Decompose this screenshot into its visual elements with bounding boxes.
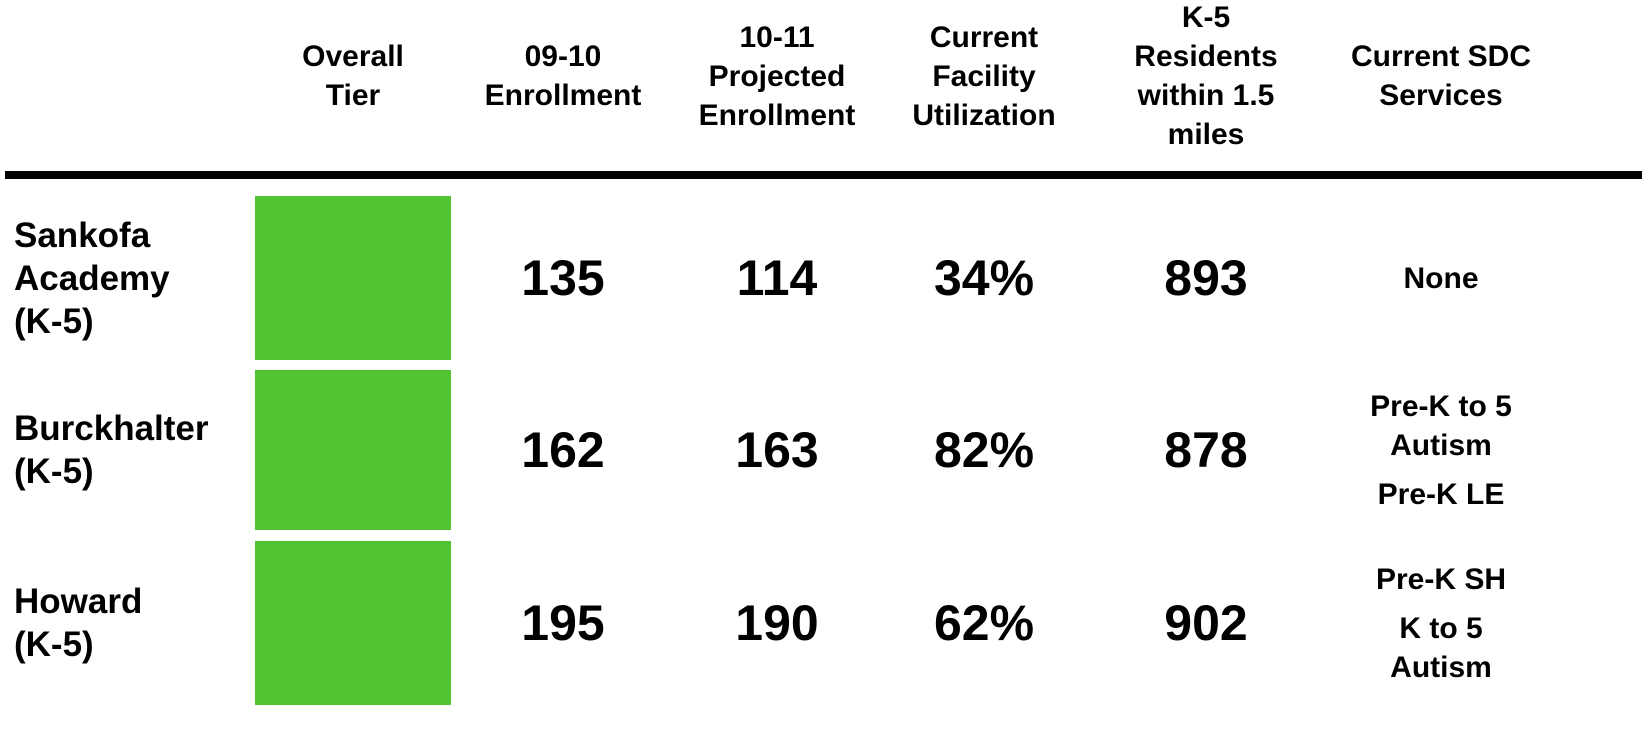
header-line: Tier bbox=[325, 79, 381, 112]
value-cell: 195 bbox=[463, 541, 663, 705]
value-cell: 34% bbox=[884, 196, 1084, 360]
name-line: (K-5) bbox=[14, 452, 94, 491]
service-line: Pre-K to 5 bbox=[1370, 389, 1512, 423]
service-line: Pre-K LE bbox=[1377, 477, 1505, 511]
name-line: Sankofa bbox=[14, 215, 151, 255]
name-line: Howard bbox=[14, 582, 143, 621]
column-header: 09-10 Enrollment bbox=[463, 0, 663, 152]
service-item: Pre-K SH bbox=[1376, 560, 1506, 599]
services-cell: Pre-K to 5 Autism Pre-K LE bbox=[1321, 370, 1561, 530]
header-line: Utilization bbox=[912, 98, 1056, 132]
column-header: K-5 Residents within 1.5 miles bbox=[1096, 0, 1316, 152]
value: 62% bbox=[933, 595, 1035, 651]
value-cell: 190 bbox=[677, 541, 877, 705]
value-cell: 62% bbox=[884, 541, 1084, 705]
column-header: Current Facility Utilization bbox=[884, 0, 1084, 152]
value-cell: 135 bbox=[463, 196, 663, 360]
value-cell: 902 bbox=[1106, 541, 1306, 705]
header-line: within 1.5 bbox=[1137, 79, 1275, 112]
header-line: 09-10 bbox=[524, 40, 602, 73]
value-cell: 82% bbox=[884, 370, 1084, 530]
value: 190 bbox=[735, 595, 819, 651]
tier-box bbox=[255, 541, 451, 705]
service-line: None bbox=[1403, 261, 1479, 295]
header-line: Services bbox=[1379, 79, 1503, 112]
service-line: Autism bbox=[1390, 428, 1492, 462]
header-line: Residents bbox=[1134, 40, 1278, 73]
service-line: Autism bbox=[1390, 650, 1492, 684]
column-header: 10-11 Projected Enrollment bbox=[677, 0, 877, 152]
value: 82% bbox=[933, 422, 1035, 478]
tier-box bbox=[255, 196, 451, 360]
name-line: Academy bbox=[14, 258, 170, 298]
value: 162 bbox=[521, 422, 605, 478]
header-line: Current SDC bbox=[1350, 40, 1531, 73]
value-cell: 893 bbox=[1106, 196, 1306, 360]
value: 195 bbox=[521, 595, 605, 651]
tier-box bbox=[255, 370, 451, 530]
service-line: K to 5 bbox=[1399, 611, 1483, 645]
header-line: Current bbox=[929, 20, 1039, 54]
header-line: 10-11 bbox=[739, 20, 815, 54]
value: 878 bbox=[1164, 422, 1248, 478]
value: 135 bbox=[521, 250, 605, 306]
service-item: K to 5 Autism bbox=[1390, 609, 1492, 687]
service-item: None bbox=[1404, 259, 1479, 298]
value: 34% bbox=[933, 250, 1035, 306]
header-line: Facility bbox=[932, 59, 1036, 93]
header-line: Overall bbox=[302, 40, 404, 73]
services-cell: None bbox=[1321, 196, 1561, 360]
service-line: Pre-K SH bbox=[1375, 562, 1507, 596]
row-name: Burckhalter (K-5) bbox=[14, 370, 249, 530]
value: 893 bbox=[1164, 250, 1248, 306]
row-name: Sankofa Academy (K-5) bbox=[14, 196, 249, 360]
name-line: (K-5) bbox=[14, 301, 94, 341]
header-line: miles bbox=[1167, 118, 1245, 151]
header-rule bbox=[5, 171, 1642, 179]
services-cell: Pre-K SH K to 5 Autism bbox=[1321, 541, 1561, 705]
header-line: Enrollment bbox=[698, 98, 856, 132]
value: 114 bbox=[736, 250, 818, 306]
value: 902 bbox=[1164, 595, 1248, 651]
value-cell: 162 bbox=[463, 370, 663, 530]
header-line: Enrollment bbox=[484, 79, 642, 112]
header-line: K-5 bbox=[1181, 1, 1231, 34]
value-cell: 163 bbox=[677, 370, 877, 530]
name-line: Burckhalter bbox=[14, 409, 209, 448]
service-item: Pre-K to 5 Autism bbox=[1370, 387, 1512, 465]
value-cell: 114 bbox=[677, 196, 877, 360]
service-item: Pre-K LE bbox=[1378, 475, 1505, 514]
name-line: (K-5) bbox=[14, 625, 94, 664]
column-header: Overall Tier bbox=[253, 0, 453, 152]
column-header: Current SDC Services bbox=[1321, 0, 1561, 152]
value: 163 bbox=[735, 422, 819, 478]
value-cell: 878 bbox=[1106, 370, 1306, 530]
row-name: Howard (K-5) bbox=[14, 541, 249, 705]
header-line: Projected bbox=[708, 59, 846, 93]
